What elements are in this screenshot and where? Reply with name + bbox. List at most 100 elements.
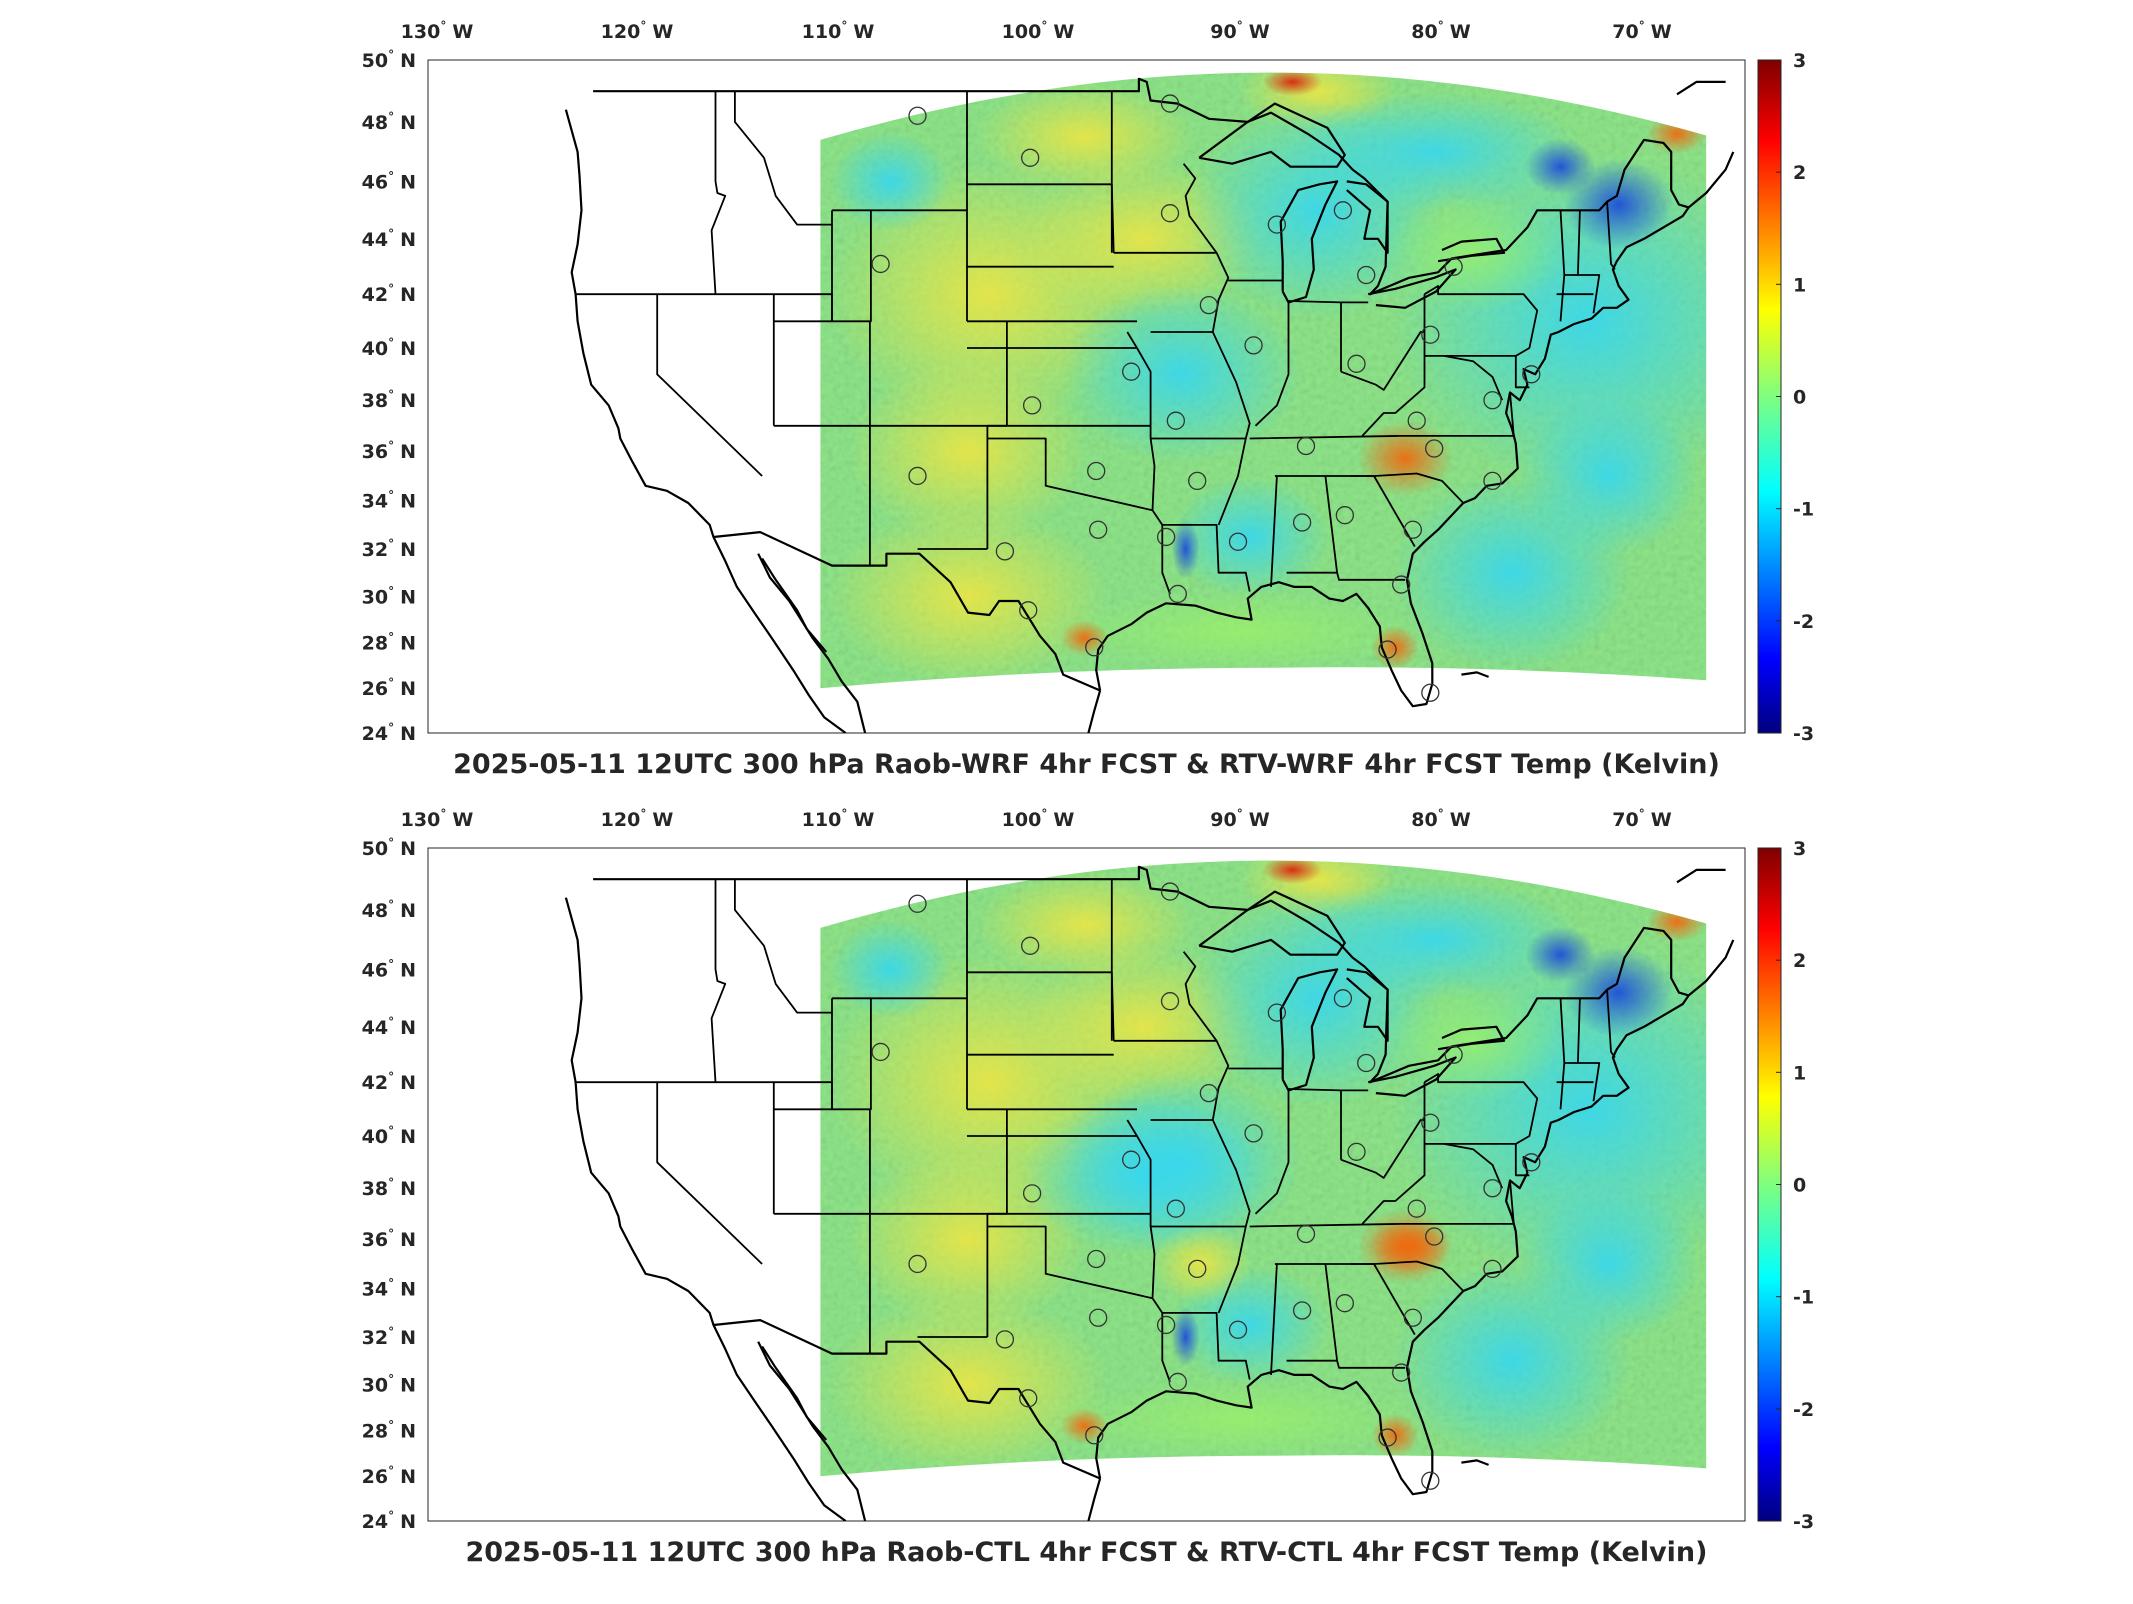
- lon-tick-label: 90° W: [1210, 807, 1269, 831]
- state-boundary: [1361, 355, 1426, 437]
- state-boundary: [1254, 1090, 1290, 1215]
- colorbar-tick-label: 1: [1793, 1062, 1806, 1084]
- colorbar-tick-label: 2: [1793, 950, 1806, 972]
- raob-station-marker: [1483, 471, 1502, 491]
- raob-station-marker: [995, 542, 1015, 561]
- state-boundary: [1606, 989, 1616, 1059]
- raob-station-marker: [1357, 1053, 1376, 1073]
- map-panel-2: 130° W 120° W 110° W 100° W 90° W 80° W 70° W 50° N 48° N…: [362, 807, 1814, 1568]
- coastline: [1095, 994, 1690, 1496]
- state-boundary: [1443, 355, 1504, 401]
- raob-station-marker: [1089, 520, 1108, 539]
- lat-tick-label: 36° N: [362, 1227, 416, 1251]
- raob-station-marker: [1188, 1259, 1207, 1279]
- colorbar-tick-label: -3: [1793, 723, 1814, 745]
- raob-station-marker: [1444, 1045, 1463, 1064]
- lat-tick-label: 46° N: [362, 957, 416, 981]
- state-boundary: [734, 879, 832, 1014]
- raob-station-marker: [1228, 532, 1248, 551]
- lat-tick-label: 30° N: [362, 584, 416, 608]
- raob-station-marker: [1347, 354, 1366, 373]
- raob-station-marker: [1296, 436, 1316, 456]
- colorbar-tick-label: -2: [1793, 1399, 1814, 1421]
- boundary-lines: [564, 77, 1735, 733]
- raob-station-marker: [1087, 461, 1106, 481]
- state-boundary: [734, 91, 832, 226]
- state-boundary: [1424, 1073, 1539, 1145]
- raob-station-marker: [1022, 396, 1042, 415]
- state-boundary: [1211, 1040, 1251, 1314]
- state-boundary: [1373, 1263, 1416, 1336]
- raob-station-marker: [908, 894, 927, 913]
- raob-station-marker: [995, 1330, 1015, 1349]
- coastline: [1095, 206, 1690, 708]
- state-boundary: [773, 294, 833, 323]
- raob-station-marker: [1347, 1142, 1366, 1161]
- lat-tick-label: 38° N: [362, 1176, 416, 1200]
- colorbar-tick-label: -1: [1793, 1287, 1814, 1309]
- boundary-lines: [564, 865, 1735, 1521]
- raob-station-marker: [1267, 215, 1287, 234]
- raob-station-marker: [1021, 148, 1040, 167]
- coastline: [1676, 80, 1726, 96]
- map-frame: [427, 59, 1746, 734]
- colorbar-tick-label: 1: [1793, 274, 1806, 296]
- raob-station-marker: [1087, 1249, 1106, 1269]
- lat-tick-label: 28° N: [362, 631, 416, 655]
- raob-station-marker: [1425, 439, 1444, 458]
- lat-tick-label: 34° N: [362, 489, 416, 513]
- state-boundary: [656, 294, 763, 477]
- raob-station-marker: [1244, 336, 1263, 355]
- raob-station-marker: [1160, 94, 1180, 113]
- raob-station-marker: [1421, 325, 1440, 344]
- raob-station-marker: [1378, 640, 1397, 659]
- state-boundary: [1424, 285, 1539, 357]
- lon-tick-label: 130° W: [401, 19, 474, 43]
- state-boundary: [1286, 1359, 1406, 1369]
- raob-station-marker: [1199, 1083, 1219, 1103]
- state-boundary: [831, 998, 872, 1111]
- state-boundary: [1270, 1263, 1278, 1375]
- state-boundary: [1324, 1263, 1338, 1361]
- colorbar-tick-label: 3: [1793, 50, 1806, 72]
- raob-station-marker: [1333, 989, 1353, 1008]
- raob-station-marker: [1085, 638, 1104, 657]
- raob-station-marker: [1421, 683, 1440, 702]
- raob-station-marker: [908, 466, 927, 486]
- lat-tick-label: 48° N: [362, 110, 416, 134]
- state-boundary: [1126, 331, 1152, 426]
- state-boundary: [1288, 1088, 1369, 1092]
- lat-tick-label: 42° N: [362, 1070, 416, 1094]
- lat-tick-label: 30° N: [362, 1372, 416, 1396]
- state-boundary: [1288, 300, 1369, 304]
- raob-station-marker: [1267, 1003, 1287, 1022]
- state-boundary: [1249, 1223, 1514, 1228]
- panel-title: 2025-05-11 12UTC 300 hPa Raob-WRF 4hr FC…: [453, 749, 1720, 780]
- colorbar: 3 2 1 0 -1 -2 -3: [1757, 50, 1814, 745]
- raob-stations: [871, 882, 1541, 1490]
- raob-station-marker: [908, 1254, 927, 1274]
- raob-station-marker: [1333, 201, 1353, 220]
- state-boundary: [1509, 1180, 1515, 1224]
- lat-tick-label: 46° N: [362, 169, 416, 193]
- lat-tick-label: 50° N: [362, 48, 416, 72]
- lon-tick-label: 100° W: [1002, 19, 1075, 43]
- raob-station-marker: [1335, 1294, 1354, 1313]
- coastline: [564, 109, 847, 733]
- coastline: [713, 1319, 1101, 1480]
- map-frame: [427, 847, 1746, 1522]
- lon-tick-label: 100° W: [1002, 807, 1075, 831]
- raob-station-marker: [1403, 520, 1422, 539]
- state-boundary: [656, 1082, 763, 1265]
- lat-tick-label: 36° N: [362, 439, 416, 463]
- raob-station-marker: [1292, 513, 1312, 532]
- lake-outline: [1198, 890, 1346, 956]
- raob-station-marker: [1156, 527, 1176, 547]
- raob-station-marker: [1392, 575, 1411, 594]
- coastline: [1688, 939, 1735, 997]
- coastline: [1087, 690, 1102, 733]
- lat-tick-label: 32° N: [362, 537, 416, 561]
- raob-station-marker: [1022, 1184, 1042, 1203]
- raob-station-marker: [1019, 1389, 1038, 1408]
- raob-station-marker: [1407, 411, 1426, 430]
